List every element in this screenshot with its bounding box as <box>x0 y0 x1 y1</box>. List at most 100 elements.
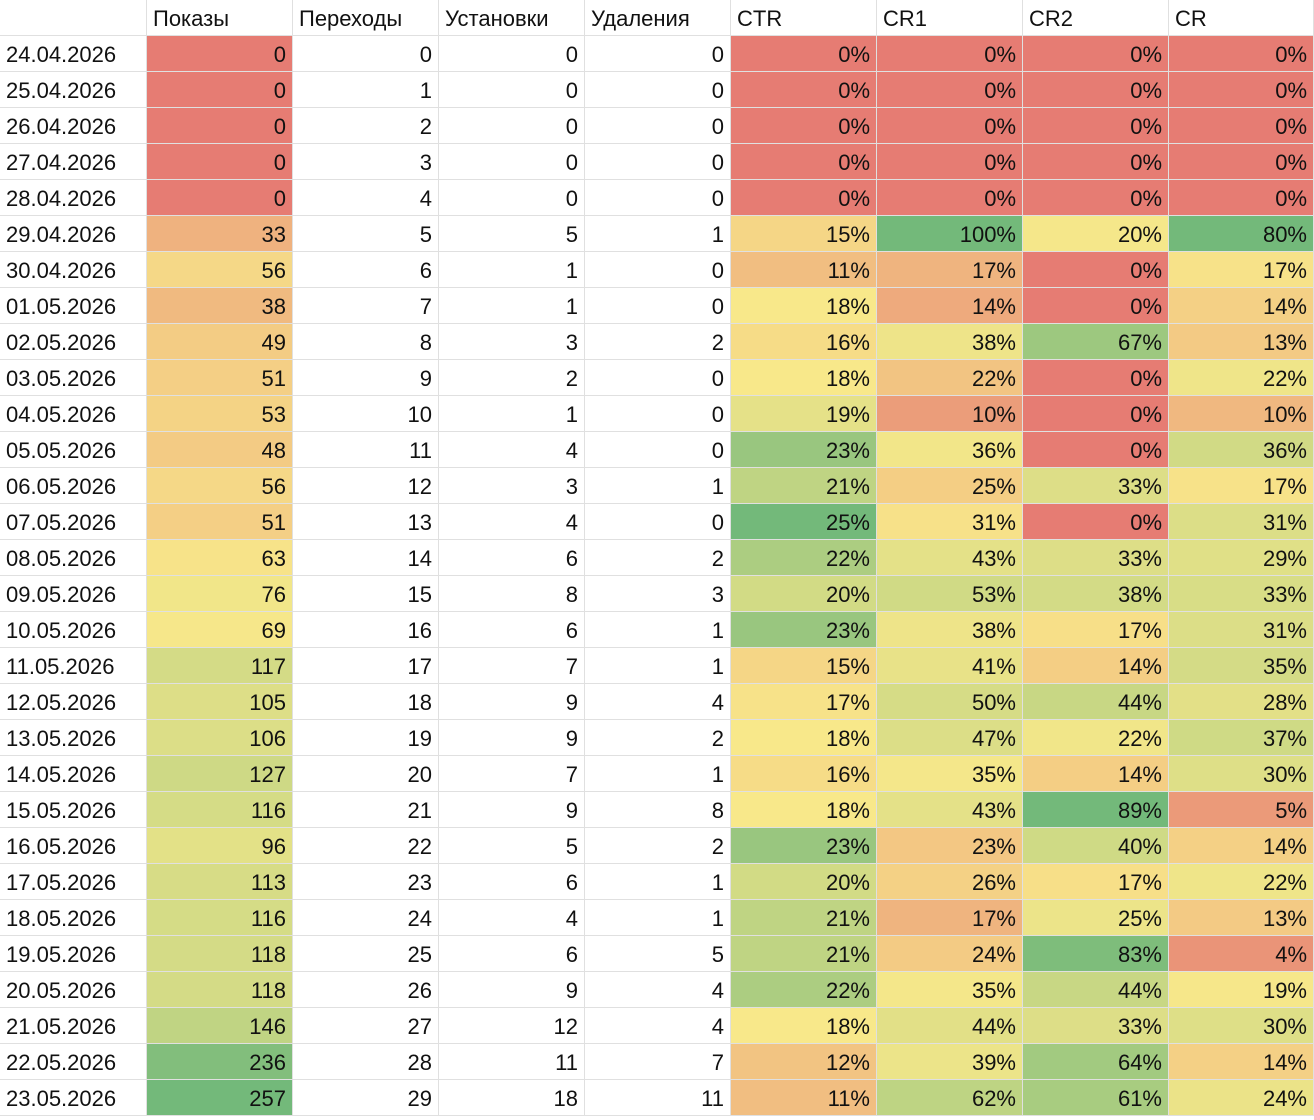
cell: 9 <box>439 720 585 756</box>
cell: 8 <box>585 792 731 828</box>
cell: 0% <box>1023 432 1169 468</box>
cell: 36% <box>877 432 1023 468</box>
cell: 18 <box>293 684 439 720</box>
cell: 6 <box>439 864 585 900</box>
cell: 8 <box>439 576 585 612</box>
cell: 19 <box>293 720 439 756</box>
cell: 35% <box>1169 648 1314 684</box>
cell: 26 <box>293 972 439 1008</box>
cell: 51 <box>147 360 293 396</box>
cell: 80% <box>1169 216 1314 252</box>
cell: 37% <box>1169 720 1314 756</box>
cell: 43% <box>877 540 1023 576</box>
cell: 106 <box>147 720 293 756</box>
cell: 9 <box>293 360 439 396</box>
cell: 0 <box>585 72 731 108</box>
cell: 14% <box>1169 1044 1314 1080</box>
cell: 11% <box>731 252 877 288</box>
cell: 19% <box>1169 972 1314 1008</box>
cell: 43% <box>877 792 1023 828</box>
cell: 0% <box>731 144 877 180</box>
cell: 17% <box>1023 612 1169 648</box>
cell: 0 <box>439 180 585 216</box>
cell: 25.04.2026 <box>0 72 147 108</box>
cell: 30% <box>1169 756 1314 792</box>
header-cell: CR <box>1169 0 1314 36</box>
cell: 0 <box>585 108 731 144</box>
cell: 7 <box>585 1044 731 1080</box>
cell: 0 <box>585 180 731 216</box>
cell: 25 <box>293 936 439 972</box>
cell: 0 <box>585 252 731 288</box>
cell: 0 <box>147 108 293 144</box>
cell: 18% <box>731 1008 877 1044</box>
cell: 38% <box>877 612 1023 648</box>
cell: 3 <box>585 576 731 612</box>
cell: 33% <box>1023 1008 1169 1044</box>
cell: 14% <box>1169 288 1314 324</box>
cell: 17% <box>877 252 1023 288</box>
cell: 19.05.2026 <box>0 936 147 972</box>
cell: 0 <box>585 36 731 72</box>
cell: 12 <box>293 468 439 504</box>
cell: 12.05.2026 <box>0 684 147 720</box>
cell: 4 <box>439 432 585 468</box>
cell: 17 <box>293 648 439 684</box>
cell: 16 <box>293 612 439 648</box>
cell: 0 <box>439 108 585 144</box>
cell: 5 <box>439 216 585 252</box>
cell: 0% <box>1023 108 1169 144</box>
cell: 22 <box>293 828 439 864</box>
cell: 83% <box>1023 936 1169 972</box>
cell: 23% <box>731 828 877 864</box>
cell: 53% <box>877 576 1023 612</box>
cell: 0% <box>877 144 1023 180</box>
cell: 26.04.2026 <box>0 108 147 144</box>
cell: 3 <box>439 324 585 360</box>
cell: 24 <box>293 900 439 936</box>
cell: 14% <box>877 288 1023 324</box>
cell: 22% <box>877 360 1023 396</box>
cell: 16% <box>731 324 877 360</box>
cell: 6 <box>439 936 585 972</box>
header-cell: Удаления <box>585 0 731 36</box>
cell: 20% <box>1023 216 1169 252</box>
cell: 0 <box>147 72 293 108</box>
cell: 2 <box>585 324 731 360</box>
cell: 0 <box>585 144 731 180</box>
cell: 146 <box>147 1008 293 1044</box>
cell: 19% <box>731 396 877 432</box>
cell: 12% <box>731 1044 877 1080</box>
cell: 20% <box>731 864 877 900</box>
cell: 18% <box>731 792 877 828</box>
cell: 20% <box>731 576 877 612</box>
cell: 0% <box>731 108 877 144</box>
cell: 22.05.2026 <box>0 1044 147 1080</box>
cell: 0 <box>585 288 731 324</box>
cell: 31% <box>877 504 1023 540</box>
cell: 62% <box>877 1080 1023 1116</box>
cell: 26% <box>877 864 1023 900</box>
cell: 7 <box>439 756 585 792</box>
cell: 9 <box>439 792 585 828</box>
cell: 31% <box>1169 612 1314 648</box>
cell: 13% <box>1169 900 1314 936</box>
cell: 28.04.2026 <box>0 180 147 216</box>
cell: 18 <box>439 1080 585 1116</box>
cell: 0 <box>585 360 731 396</box>
cell: 30.04.2026 <box>0 252 147 288</box>
cell: 17% <box>1169 252 1314 288</box>
cell: 15 <box>293 576 439 612</box>
cell: 21% <box>731 468 877 504</box>
cell: 38 <box>147 288 293 324</box>
cell: 17% <box>877 900 1023 936</box>
cell: 24.04.2026 <box>0 36 147 72</box>
cell: 4% <box>1169 936 1314 972</box>
cell: 6 <box>439 612 585 648</box>
cell: 35% <box>877 972 1023 1008</box>
cell: 0 <box>585 432 731 468</box>
cell: 0% <box>1169 108 1314 144</box>
cell: 0% <box>1023 396 1169 432</box>
cell: 15% <box>731 216 877 252</box>
